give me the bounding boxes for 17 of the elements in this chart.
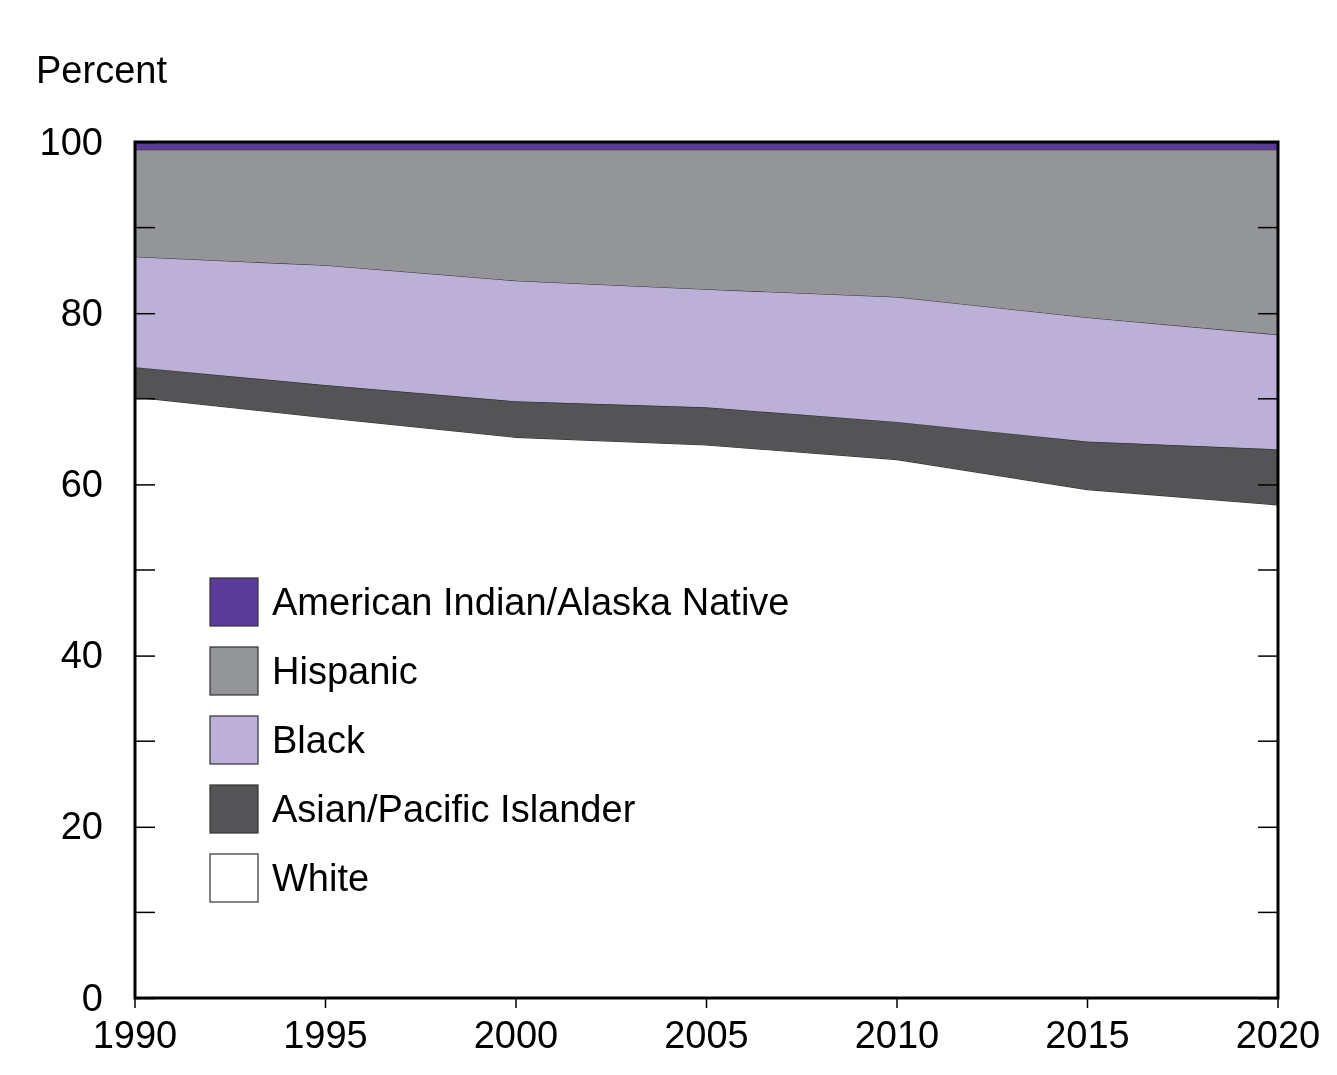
legend-label: Black xyxy=(272,719,366,762)
y-tick-label: 80 xyxy=(60,291,103,334)
y-tick-label: 100 xyxy=(39,120,103,163)
legend-label: White xyxy=(272,857,370,900)
y-tick-label: 60 xyxy=(60,463,103,506)
y-tick-label: 40 xyxy=(60,634,103,677)
x-tick-label: 2020 xyxy=(1235,1014,1321,1056)
legend-label: Asian/Pacific Islander xyxy=(272,788,636,831)
y-axis-title: Percent xyxy=(36,49,168,91)
x-tick-label: 2010 xyxy=(854,1014,940,1056)
x-tick-label: 1995 xyxy=(283,1014,368,1056)
x-tick-label: 2015 xyxy=(1045,1014,1130,1056)
y-tick-label: 20 xyxy=(60,805,103,848)
x-tick-label: 2000 xyxy=(473,1014,559,1056)
legend-label: Hispanic xyxy=(272,650,418,693)
x-tick-label: 2005 xyxy=(664,1014,749,1056)
legend-label: American Indian/Alaska Native xyxy=(272,581,790,624)
